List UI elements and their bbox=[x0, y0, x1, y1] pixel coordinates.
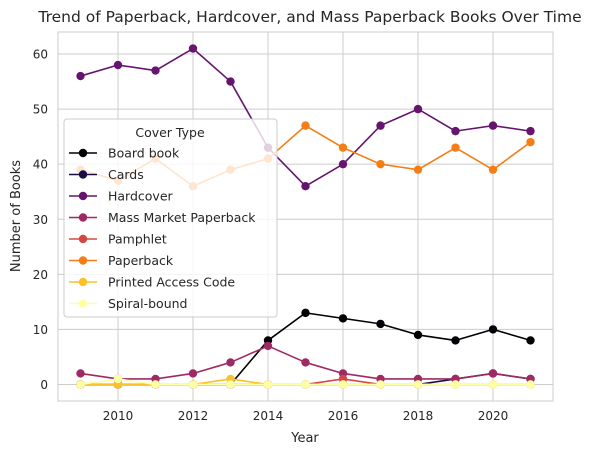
legend-item: Cards bbox=[69, 167, 144, 182]
legend-label: Paperback bbox=[108, 253, 174, 268]
series-spiral-bound bbox=[76, 374, 535, 389]
data-point bbox=[526, 336, 535, 345]
y-tick-label: 10 bbox=[33, 323, 48, 337]
data-point bbox=[226, 358, 235, 367]
y-tick-label: 50 bbox=[33, 103, 48, 117]
data-point bbox=[301, 358, 310, 367]
y-tick-label: 60 bbox=[33, 48, 48, 62]
legend-marker bbox=[78, 213, 88, 222]
data-point bbox=[76, 71, 85, 81]
data-point bbox=[113, 60, 123, 70]
data-point bbox=[413, 104, 423, 114]
data-point bbox=[301, 308, 310, 318]
data-point bbox=[338, 314, 348, 323]
legend-marker bbox=[78, 170, 88, 179]
data-point bbox=[451, 126, 460, 136]
data-point bbox=[488, 325, 498, 334]
y-tick-label: 40 bbox=[33, 158, 48, 172]
data-point bbox=[451, 380, 460, 389]
x-axis-label: Year bbox=[290, 431, 319, 446]
legend-item: Spiral-bound bbox=[69, 296, 188, 311]
data-point bbox=[488, 369, 498, 378]
data-point bbox=[376, 121, 385, 130]
data-point bbox=[113, 374, 123, 384]
legend-label: Board book bbox=[108, 146, 180, 161]
chart-title: Trend of Paperback, Hardcover, and Mass … bbox=[37, 8, 581, 26]
data-point bbox=[413, 330, 423, 340]
data-point bbox=[188, 380, 198, 389]
legend-marker bbox=[78, 299, 88, 308]
data-point bbox=[488, 380, 498, 389]
data-point bbox=[301, 182, 310, 191]
x-tick-label: 2014 bbox=[253, 409, 284, 423]
legend-item: Paperback bbox=[69, 253, 174, 268]
x-tick-label: 2012 bbox=[178, 409, 209, 423]
data-point bbox=[488, 121, 498, 130]
data-point bbox=[451, 336, 460, 345]
legend-label: Hardcover bbox=[108, 189, 174, 204]
legend-item: Printed Access Code bbox=[69, 275, 235, 290]
data-point bbox=[226, 380, 235, 389]
data-point bbox=[526, 126, 535, 136]
legend-title: Cover Type bbox=[135, 125, 205, 140]
data-point bbox=[376, 159, 385, 169]
tick-labels: 2010 2012 2014 2016 2018 2020 0 10 20 30 40 50 60 bbox=[33, 48, 509, 423]
data-point bbox=[151, 66, 160, 75]
legend-marker bbox=[78, 148, 88, 158]
legend-label: Cards bbox=[108, 167, 144, 182]
data-point bbox=[301, 380, 310, 389]
legend-label: Spiral-bound bbox=[108, 296, 188, 311]
y-axis-label: Number of Books bbox=[9, 160, 24, 272]
x-tick-label: 2020 bbox=[478, 409, 509, 423]
legend-box bbox=[63, 118, 278, 318]
legend-item: Hardcover bbox=[69, 189, 174, 204]
data-point bbox=[301, 121, 310, 130]
data-point bbox=[263, 341, 273, 351]
y-tick-label: 0 bbox=[40, 378, 48, 392]
legend-marker bbox=[78, 256, 88, 265]
x-tick-label: 2016 bbox=[328, 409, 359, 423]
data-point bbox=[526, 137, 535, 147]
data-point bbox=[451, 143, 460, 152]
data-point bbox=[338, 159, 348, 169]
x-tick-label: 2018 bbox=[403, 409, 434, 423]
data-point bbox=[151, 380, 160, 389]
legend-marker bbox=[78, 277, 88, 287]
data-point bbox=[263, 380, 273, 389]
data-point bbox=[376, 319, 385, 329]
legend: Cover Type Board book Cards Hardcover Mass … bbox=[63, 118, 278, 318]
data-point bbox=[376, 380, 385, 389]
data-point bbox=[413, 165, 423, 174]
data-point bbox=[188, 44, 198, 53]
data-point bbox=[226, 77, 235, 86]
y-tick-label: 20 bbox=[33, 268, 48, 282]
legend-item: Pamphlet bbox=[69, 232, 167, 247]
data-point bbox=[413, 380, 423, 389]
data-point bbox=[338, 143, 348, 152]
legend-label: Mass Market Paperback bbox=[108, 210, 256, 225]
legend-marker bbox=[78, 191, 88, 201]
data-point bbox=[338, 380, 348, 389]
legend-label: Pamphlet bbox=[108, 232, 167, 247]
legend-label: Printed Access Code bbox=[108, 275, 235, 290]
data-point bbox=[188, 369, 198, 378]
legend-marker bbox=[78, 234, 88, 244]
data-point bbox=[488, 165, 498, 174]
x-tick-label: 2010 bbox=[103, 409, 134, 423]
y-tick-label: 30 bbox=[33, 213, 48, 227]
legend-items: Board book Cards Hardcover Mass Market Pape… bbox=[69, 146, 256, 311]
data-point bbox=[76, 369, 85, 378]
data-point bbox=[76, 380, 85, 389]
legend-item: Mass Market Paperback bbox=[69, 210, 256, 225]
data-point bbox=[526, 380, 535, 389]
plot-frame bbox=[57, 31, 554, 402]
legend-item: Board book bbox=[69, 146, 180, 161]
